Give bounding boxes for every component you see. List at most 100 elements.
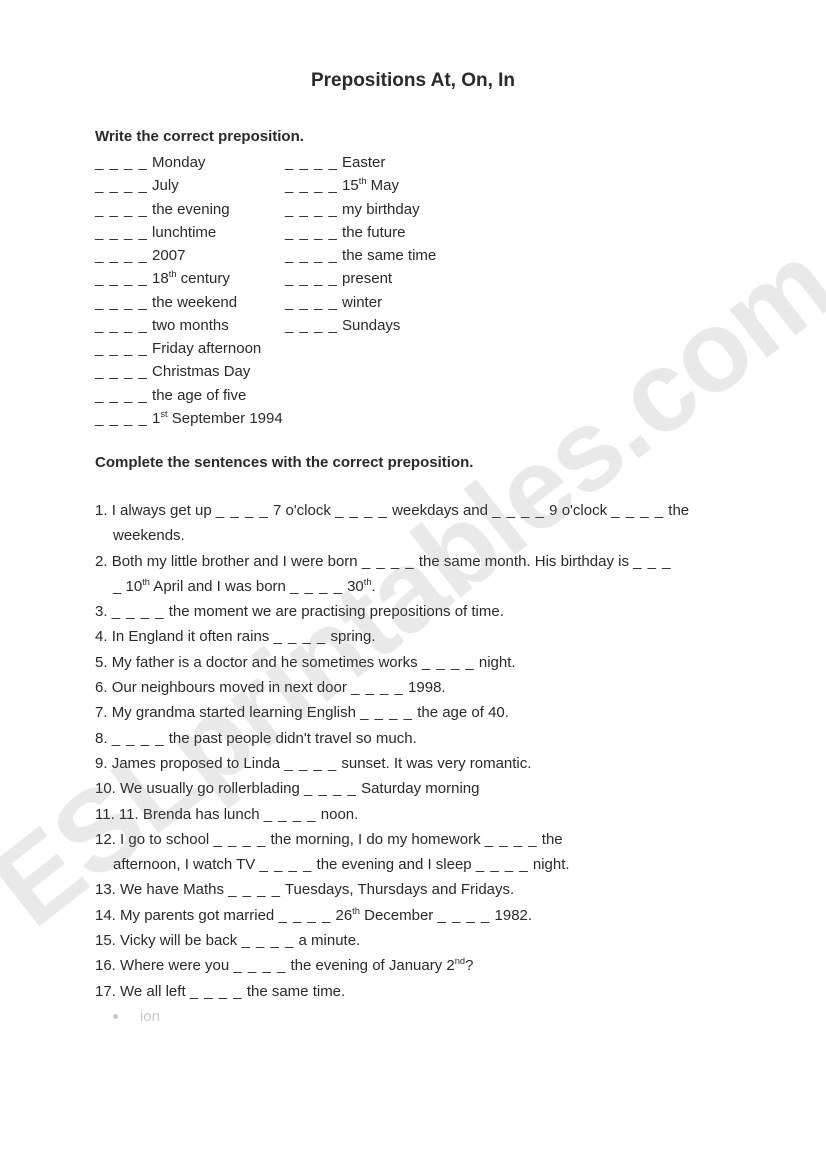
single-row: _ _ _ _ Friday afternoon xyxy=(95,337,731,360)
sentence-continuation: _ 10th April and I was born _ _ _ _ 30th… xyxy=(95,575,731,599)
blank-field[interactable]: _ _ _ _ xyxy=(95,270,148,287)
superscript: th xyxy=(142,577,150,587)
blank-field[interactable]: _ _ _ _ xyxy=(95,363,148,380)
sentence-item: 5. My father is a doctor and he sometime… xyxy=(95,651,731,675)
pair-left: _ _ _ _ lunchtime xyxy=(95,221,285,244)
blank-field[interactable]: _ _ _ _ xyxy=(284,755,337,772)
page-title: Prepositions At, On, In xyxy=(95,70,731,92)
blank-field[interactable]: _ _ _ _ xyxy=(95,340,148,357)
sentence-number: 7. xyxy=(95,704,112,721)
blank-field[interactable]: _ _ _ _ xyxy=(233,957,286,974)
fill-singles-block: _ _ _ _ Friday afternoon_ _ _ _ Christma… xyxy=(95,337,731,430)
pair-right: _ _ _ _ 15th May xyxy=(285,174,399,197)
pair-right: _ _ _ _ the same time xyxy=(285,244,436,267)
blank-field[interactable]: _ _ _ _ xyxy=(95,224,148,241)
single-row: _ _ _ _ Christmas Day xyxy=(95,360,731,383)
blank-field[interactable]: _ _ _ _ xyxy=(290,578,343,595)
pair-right: _ _ _ _ present xyxy=(285,267,392,290)
blank-field[interactable]: _ _ _ _ xyxy=(285,154,338,171)
sentence-number: 3. xyxy=(95,603,112,620)
blank-field[interactable]: _ _ _ xyxy=(633,553,671,570)
sentence-number: 2. xyxy=(95,553,112,570)
blank-field[interactable]: _ _ _ _ xyxy=(285,317,338,334)
superscript: th xyxy=(364,577,372,587)
sentence-item: 6. Our neighbours moved in next door _ _… xyxy=(95,676,731,700)
sentence-item: 1. I always get up _ _ _ _ 7 o'clock _ _… xyxy=(95,499,731,523)
blank-field[interactable]: _ _ _ _ xyxy=(228,881,281,898)
blank-field[interactable]: _ _ _ _ xyxy=(611,502,664,519)
blank-field[interactable]: _ _ _ _ xyxy=(304,780,357,797)
pair-left: _ _ _ _ the evening xyxy=(95,198,285,221)
blank-field[interactable]: _ _ _ _ xyxy=(362,553,415,570)
blank-field[interactable]: _ _ _ _ xyxy=(285,177,338,194)
blank-field[interactable]: _ _ _ _ xyxy=(335,502,388,519)
blank-field[interactable]: _ _ _ _ xyxy=(437,907,490,924)
blank-field[interactable]: _ _ _ _ xyxy=(285,224,338,241)
pair-left: _ _ _ _ the weekend xyxy=(95,291,285,314)
superscript: th xyxy=(359,176,367,186)
blank-field[interactable]: _ _ _ _ xyxy=(273,628,326,645)
pair-row: _ _ _ _ 18th century_ _ _ _ present xyxy=(95,267,731,290)
sentence-item: 15. Vicky will be back _ _ _ _ a minute. xyxy=(95,929,731,953)
blank-field[interactable]: _ _ _ _ xyxy=(278,907,331,924)
blank-field[interactable]: _ _ _ _ xyxy=(213,831,266,848)
blank-field[interactable]: _ _ _ _ xyxy=(190,983,243,1000)
pair-right: _ _ _ _ Easter xyxy=(285,151,385,174)
blank-field[interactable]: _ _ _ _ xyxy=(241,932,294,949)
blank-field[interactable]: _ _ _ _ xyxy=(360,704,413,721)
sentence-number: 15. xyxy=(95,932,120,949)
blank-field[interactable]: _ _ _ _ xyxy=(476,856,529,873)
sentence-number: 9. xyxy=(95,755,112,772)
pair-left: _ _ _ _ 2007 xyxy=(95,244,285,267)
superscript: nd xyxy=(455,956,465,966)
footer-bullet-row: ion xyxy=(95,1008,731,1025)
sentence-item: 8. _ _ _ _ the past people didn't travel… xyxy=(95,727,731,751)
blank-field[interactable]: _ _ _ _ xyxy=(95,177,148,194)
blank-field[interactable]: _ _ _ _ xyxy=(95,294,148,311)
blank-field[interactable]: _ _ _ _ xyxy=(485,831,538,848)
blank-field[interactable]: _ _ _ _ xyxy=(259,856,312,873)
instruction-1: Write the correct preposition. xyxy=(95,128,731,145)
sentence-continuation: afternoon, I watch TV _ _ _ _ the evenin… xyxy=(95,853,731,877)
superscript: st xyxy=(160,409,167,419)
blank-field[interactable]: _ _ _ _ xyxy=(216,502,269,519)
sentence-number: 17. xyxy=(95,983,120,1000)
sentence-item: 2. Both my little brother and I were bor… xyxy=(95,550,731,574)
sentence-number: 14. xyxy=(95,907,120,924)
blank-field[interactable]: _ _ _ _ xyxy=(95,201,148,218)
single-row: _ _ _ _ the age of five xyxy=(95,384,731,407)
blank-field[interactable]: _ _ _ _ xyxy=(95,410,148,427)
blank-field[interactable]: _ _ _ _ xyxy=(112,730,165,747)
single-row: _ _ _ _ 1st September 1994 xyxy=(95,407,731,430)
blank-field[interactable]: _ _ _ _ xyxy=(264,806,317,823)
blank-field[interactable]: _ _ _ _ xyxy=(285,247,338,264)
blank-field[interactable]: _ _ _ _ xyxy=(285,294,338,311)
worksheet-page: Prepositions At, On, In Write the correc… xyxy=(0,0,826,1065)
sentence-item: 12. I go to school _ _ _ _ the morning, … xyxy=(95,828,731,852)
pair-left: _ _ _ _ July xyxy=(95,174,285,197)
sentence-number: 8. xyxy=(95,730,112,747)
blank-field[interactable]: _ _ _ _ xyxy=(112,603,165,620)
pair-right: _ _ _ _ winter xyxy=(285,291,382,314)
blank-field[interactable]: _ _ _ _ xyxy=(95,387,148,404)
sentence-item: 3. _ _ _ _ the moment we are practising … xyxy=(95,600,731,624)
blank-field[interactable]: _ _ _ _ xyxy=(285,270,338,287)
blank-field[interactable]: _ _ _ _ xyxy=(95,154,148,171)
blank-field[interactable]: _ _ _ _ xyxy=(95,247,148,264)
blank-field[interactable]: _ _ _ _ xyxy=(422,654,475,671)
sentence-item: 13. We have Maths _ _ _ _ Tuesdays, Thur… xyxy=(95,878,731,902)
pair-left: _ _ _ _ 18th century xyxy=(95,267,285,290)
blank-field[interactable]: _ _ _ _ xyxy=(95,317,148,334)
pair-right: _ _ _ _ my birthday xyxy=(285,198,420,221)
sentence-number: 16. xyxy=(95,957,120,974)
pair-row: _ _ _ _ the evening_ _ _ _ my birthday xyxy=(95,198,731,221)
pair-row: _ _ _ _ July_ _ _ _ 15th May xyxy=(95,174,731,197)
sentence-item: 16. Where were you _ _ _ _ the evening o… xyxy=(95,954,731,978)
blank-field[interactable]: _ _ _ _ xyxy=(285,201,338,218)
blank-field[interactable]: _ _ _ _ xyxy=(351,679,404,696)
sentence-item: 9. James proposed to Linda _ _ _ _ sunse… xyxy=(95,752,731,776)
blank-field[interactable]: _ _ _ _ xyxy=(492,502,545,519)
sentence-continuation: weekends. xyxy=(95,524,731,548)
sentence-number: 5. xyxy=(95,654,112,671)
sentence-number: 1. xyxy=(95,502,112,519)
